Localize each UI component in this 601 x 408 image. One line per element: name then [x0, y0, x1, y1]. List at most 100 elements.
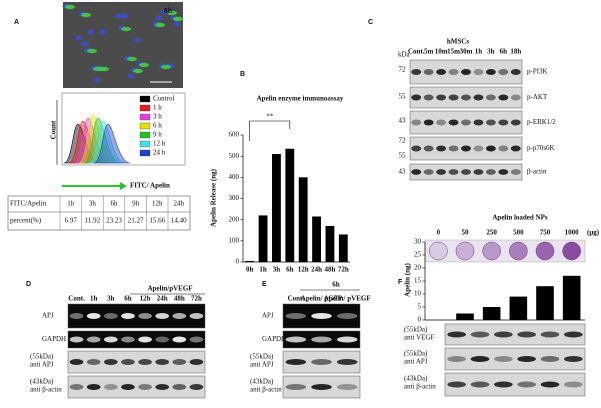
blot-band [470, 356, 490, 362]
chart-title: Apelin enzyme immunoassay [257, 95, 344, 103]
gel-band [336, 313, 358, 319]
blot-band [423, 145, 434, 152]
blot-band [473, 69, 484, 75]
y-tick-label: 300 [229, 194, 240, 202]
panel-letter: E [262, 281, 267, 288]
blot-band [494, 381, 513, 388]
blot-band [69, 359, 84, 365]
x-unit: (μg) [587, 229, 600, 237]
table-header: 6h [111, 200, 119, 208]
y-tick-label: 0 [236, 258, 240, 266]
marker-label: 43 [399, 117, 407, 125]
blot-band [448, 69, 459, 75]
blot-band [447, 356, 466, 362]
blot-band [311, 384, 332, 390]
panel-letter: B [240, 71, 245, 78]
blot-target: anti VEGF [404, 334, 435, 342]
gel-band [121, 313, 135, 319]
fitc-cell [93, 66, 103, 72]
bar [338, 234, 348, 262]
table-cell: 23.23 [106, 217, 122, 225]
gel-band [86, 336, 101, 343]
nucleus [81, 41, 89, 47]
fitc-cell [155, 22, 165, 28]
blot-band [436, 69, 447, 75]
lane-label: 30m [460, 48, 473, 56]
panel-letter: C [368, 19, 373, 26]
gel-band [155, 336, 170, 343]
bar [456, 313, 474, 320]
lane-label: Apelin/ pGFP [301, 295, 343, 303]
blot-band [461, 169, 471, 175]
blot-target: anti β-actin [30, 386, 62, 394]
blot-band [564, 356, 583, 362]
fitc-cell [173, 16, 183, 22]
histogram-curve [63, 123, 101, 164]
panel-letter: A [14, 19, 19, 26]
legend-swatch [139, 140, 151, 148]
blot-band [470, 331, 490, 338]
gel-band [138, 336, 152, 343]
panel-letter: D [26, 281, 31, 288]
blot-band [423, 169, 434, 175]
fitc-cell [167, 10, 177, 16]
nucleus [121, 13, 129, 19]
x-tick-label: 6h [286, 266, 294, 274]
nucleus [127, 73, 135, 79]
lane-label: Apelin/ pVEGF [324, 295, 371, 303]
y-tick-label: 5 [418, 303, 422, 311]
legend-label: 3 h [153, 113, 162, 121]
histogram-frame [61, 92, 186, 166]
blot-band [285, 384, 307, 390]
blot-band [411, 94, 422, 101]
legend-label: 9 h [153, 131, 162, 139]
table-header: 12h [152, 200, 163, 208]
chart-title: Apelin loaded NPs [492, 214, 548, 222]
blot-band [510, 94, 521, 101]
bar [258, 215, 268, 262]
blot-band [423, 69, 434, 75]
histogram-curve [68, 120, 106, 164]
lane-label: 1h [475, 48, 483, 56]
y-axis-label: Apelin Release (ng) [210, 168, 218, 227]
blot-band [189, 359, 204, 365]
blot-band [138, 359, 152, 365]
blot-band [473, 119, 484, 126]
marker-label: 55 [399, 152, 407, 160]
x-tick-label: 24h [311, 266, 322, 274]
blot-band [485, 119, 496, 126]
x-tick-label: 0h [246, 266, 254, 274]
blot-band [498, 69, 509, 75]
blot-band [473, 145, 484, 152]
blot-band [447, 381, 466, 388]
blot-band [540, 356, 560, 362]
bar [562, 275, 581, 320]
nanoparticle-well [482, 241, 501, 261]
blot [444, 372, 586, 397]
blot [67, 350, 206, 374]
nanoparticle-well [509, 241, 528, 261]
y-tick-label: 10 [414, 290, 422, 298]
blot-size: (55kDa) [404, 350, 428, 358]
blot-band [470, 381, 490, 388]
gel-band [285, 336, 307, 343]
blot-band [564, 381, 583, 388]
x-tick-label: 3h [273, 266, 281, 274]
blot-band [411, 69, 422, 75]
blot-band [510, 119, 521, 126]
y-tick-label: 25 [414, 251, 422, 259]
lane-label: 24h [157, 295, 168, 303]
blot-band [498, 169, 509, 175]
legend-label: 1 h [153, 104, 162, 112]
gel-band [138, 313, 152, 319]
fitc-cell [161, 64, 171, 70]
blot-band [494, 356, 513, 362]
nanoparticle-well [535, 241, 555, 261]
fitc-cell [121, 26, 131, 32]
y-tick-label: 100 [229, 236, 240, 244]
bar [312, 216, 321, 262]
blot-band [517, 356, 537, 362]
lane-label: Cont. [408, 48, 425, 56]
histogram-curve [78, 114, 116, 164]
group-label: Apelin/pVEGF [147, 285, 192, 293]
